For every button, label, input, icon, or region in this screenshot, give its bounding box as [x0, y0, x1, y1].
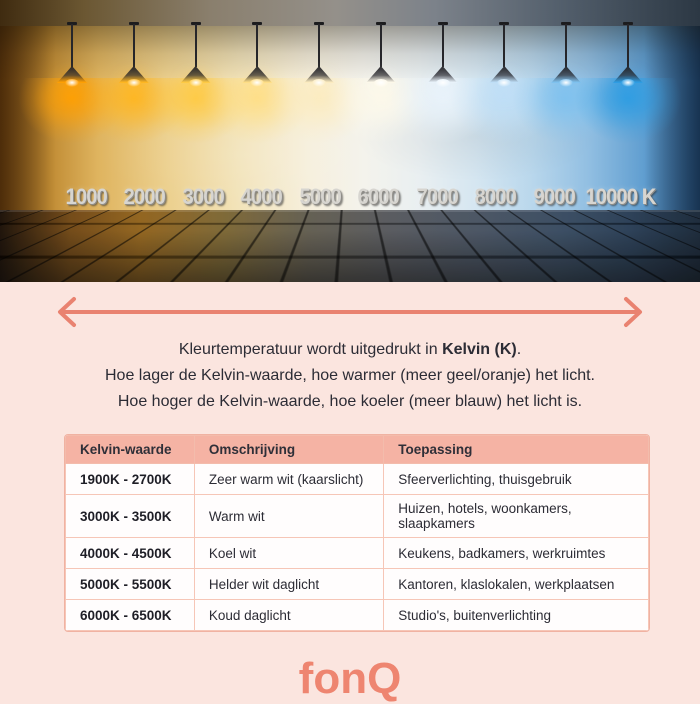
- intro-line1: Kleurtemperatuur wordt uitgedrukt in Kel…: [178, 341, 522, 358]
- lamp-ceiling-mount: [128, 22, 139, 25]
- description-cell: Warm wit: [193, 494, 385, 538]
- table-row: 6000K - 6500K Koud daglicht Studio's, buit…: [65, 599, 649, 631]
- kelvin-range-cell: 4000K - 4500K: [65, 537, 195, 569]
- application-cell: Huizen, hotels, woonkamers, slaapkamers: [383, 494, 649, 538]
- wood-floor: [0, 210, 700, 282]
- kelvin-range-cell: 6000K - 6500K: [65, 599, 195, 631]
- lamp-cord: [132, 24, 135, 67]
- lamp-bulb: [497, 79, 512, 87]
- kelvin-scale-label: 10000 K: [585, 184, 656, 209]
- lamp-cord: [256, 24, 259, 67]
- application-cell: Kantoren, klaslokalen, werkplaatsen: [383, 568, 649, 600]
- kelvin-range-cell: 1900K - 2700K: [65, 463, 195, 495]
- double-arrow-icon: [58, 297, 642, 327]
- pendant-lamp: [542, 0, 700, 236]
- lamp-cord: [503, 24, 506, 67]
- lamp-cord: [379, 24, 382, 67]
- table-row: 1900K - 2700K Zeer warm wit (kaarslicht) S…: [65, 463, 649, 495]
- lamp-bulb: [373, 79, 388, 87]
- description-cell: Koel wit: [193, 537, 385, 569]
- lamp-cord: [318, 24, 321, 67]
- info-section: Kleurtemperatuur wordt uitgedrukt in Kel…: [0, 282, 700, 703]
- lamp-ceiling-mount: [252, 22, 263, 25]
- pendant-lamp: [48, 0, 219, 236]
- lamp-bulb: [250, 79, 265, 87]
- kelvin-scale-label: 7000: [416, 184, 458, 209]
- lamp-ceiling-mount: [499, 22, 510, 25]
- pendant-lamp: [419, 0, 590, 236]
- intro-text: Kleurtemperatuur wordt uitgedrukt in Kel…: [0, 337, 700, 415]
- kelvin-scale-label: 5000: [299, 184, 341, 209]
- lamp-ceiling-mount: [561, 22, 572, 25]
- pendant-lamp-row: [0, 0, 700, 236]
- kelvin-scale-label: 4000: [240, 184, 283, 209]
- kelvin-scale-label: 2000: [123, 184, 166, 209]
- kelvin-scale-label: 3000: [182, 184, 224, 209]
- lamp-bulb: [312, 79, 327, 87]
- lamp-cord: [441, 24, 444, 67]
- pendant-lamp: [172, 0, 343, 236]
- lamp-bulb: [435, 79, 450, 87]
- kelvin-scale-label: 9000: [533, 184, 575, 209]
- application-cell: Sfeerverlichting, thuisgebruik: [383, 463, 649, 495]
- lamp-bulb: [188, 79, 203, 87]
- kelvin-scale-label: 8000: [474, 184, 517, 209]
- table-row: 3000K - 3500K Warm wit Huizen, hotels, woo…: [65, 494, 649, 538]
- table-row: 5000K - 5500K Helder wit daglicht Kantoren…: [65, 568, 649, 600]
- column-header: Toepassing: [383, 435, 649, 464]
- kelvin-table: Kelvin-waarde Omschrijving Toepassing 1900…: [65, 435, 649, 631]
- description-cell: Helder wit daglicht: [193, 568, 385, 600]
- lamp-cord: [626, 24, 629, 67]
- description-cell: Koud daglicht: [193, 599, 385, 631]
- lamp-cord: [565, 24, 568, 67]
- lamp-bulb: [126, 79, 141, 87]
- kelvin-scale-label: 6000: [357, 184, 400, 209]
- intro-line3: Hoe hoger de Kelvin-waarde, hoe koeler (…: [117, 393, 583, 410]
- lamp-ceiling-mount: [375, 22, 386, 25]
- fonq-logo: fonQ: [298, 654, 402, 703]
- intro-line2: Hoe lager de Kelvin-waarde, hoe warmer (…: [104, 367, 595, 384]
- temperature-range-arrow: [0, 282, 700, 329]
- pendant-lamp: [234, 0, 405, 236]
- pendant-lamp: [110, 0, 281, 236]
- lamp-cord: [71, 24, 73, 67]
- lamp-ceiling-mount: [67, 22, 77, 25]
- lamp-bulb: [559, 79, 574, 87]
- application-cell: Keukens, badkamers, werkruimtes: [383, 537, 649, 569]
- lamp-ceiling-mount: [314, 22, 325, 25]
- description-cell: Zeer warm wit (kaarslicht): [193, 463, 385, 495]
- lamp-bulb: [65, 79, 79, 87]
- lamp-bulb: [620, 79, 635, 87]
- kelvin-bold: Kelvin (K): [442, 341, 517, 358]
- kelvin-range-cell: 5000K - 5500K: [65, 568, 195, 600]
- table-row: 4000K - 4500K Koel wit Keukens, badkamers,…: [65, 537, 649, 569]
- pendant-lamp: [0, 0, 157, 236]
- ceiling: [0, 0, 700, 26]
- column-header: Kelvin-waarde: [65, 435, 195, 464]
- lamp-ceiling-mount: [622, 22, 633, 25]
- lamp-ceiling-mount: [190, 22, 201, 25]
- pendant-lamp: [481, 0, 652, 236]
- pendant-lamp: [357, 0, 528, 236]
- kelvin-scale-label: 1000: [65, 184, 108, 209]
- lamp-ceiling-mount: [437, 22, 448, 25]
- kelvin-table-wrap: Kelvin-waarde Omschrijving Toepassing 1900…: [64, 434, 650, 632]
- kelvin-scale-photo: 1000 2000 3000 4000 5000 6000 7000 8000 9000 1000…: [0, 0, 700, 282]
- table-header-row: Kelvin-waarde Omschrijving Toepassing: [65, 435, 649, 464]
- column-header: Omschrijving: [193, 435, 385, 464]
- kelvin-scale-labels: 1000 2000 3000 4000 5000 6000 7000 8000 9000 1000…: [57, 184, 657, 210]
- application-cell: Studio's, buitenverlichting: [383, 599, 649, 631]
- pendant-lamp: [295, 0, 466, 236]
- lamp-cord: [194, 24, 197, 67]
- kelvin-range-cell: 3000K - 3500K: [65, 494, 195, 538]
- floor-shading: [0, 210, 700, 282]
